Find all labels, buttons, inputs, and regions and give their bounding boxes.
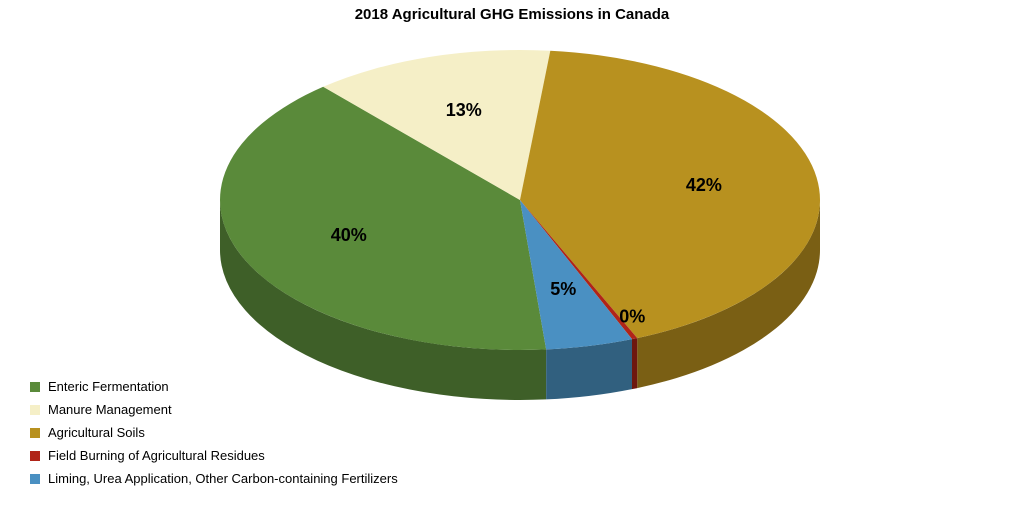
legend-swatch [30, 382, 40, 392]
legend-swatch [30, 405, 40, 415]
legend-swatch [30, 428, 40, 438]
chart-container: 2018 Agricultural GHG Emissions in Canad… [0, 0, 1024, 512]
legend-item: Enteric Fermentation [30, 379, 398, 394]
pie-pct-label: 5% [550, 279, 576, 299]
pie-pct-label: 13% [446, 100, 482, 120]
legend-item: Manure Management [30, 402, 398, 417]
chart-title: 2018 Agricultural GHG Emissions in Canad… [0, 6, 1024, 23]
pie-pct-label: 0% [619, 307, 645, 327]
legend-label: Agricultural Soils [48, 425, 145, 440]
legend-label: Field Burning of Agricultural Residues [48, 448, 265, 463]
legend-item: Agricultural Soils [30, 425, 398, 440]
pie-side [632, 338, 637, 389]
pie-pct-label: 40% [331, 225, 367, 245]
legend: Enteric Fermentation Manure Management Agr… [30, 379, 398, 494]
pie-pct-label: 42% [686, 175, 722, 195]
legend-label: Liming, Urea Application, Other Carbon-c… [48, 471, 398, 486]
legend-item: Field Burning of Agricultural Residues [30, 448, 398, 463]
legend-item: Liming, Urea Application, Other Carbon-c… [30, 471, 398, 486]
legend-swatch [30, 451, 40, 461]
legend-swatch [30, 474, 40, 484]
legend-label: Enteric Fermentation [48, 379, 169, 394]
legend-label: Manure Management [48, 402, 172, 417]
